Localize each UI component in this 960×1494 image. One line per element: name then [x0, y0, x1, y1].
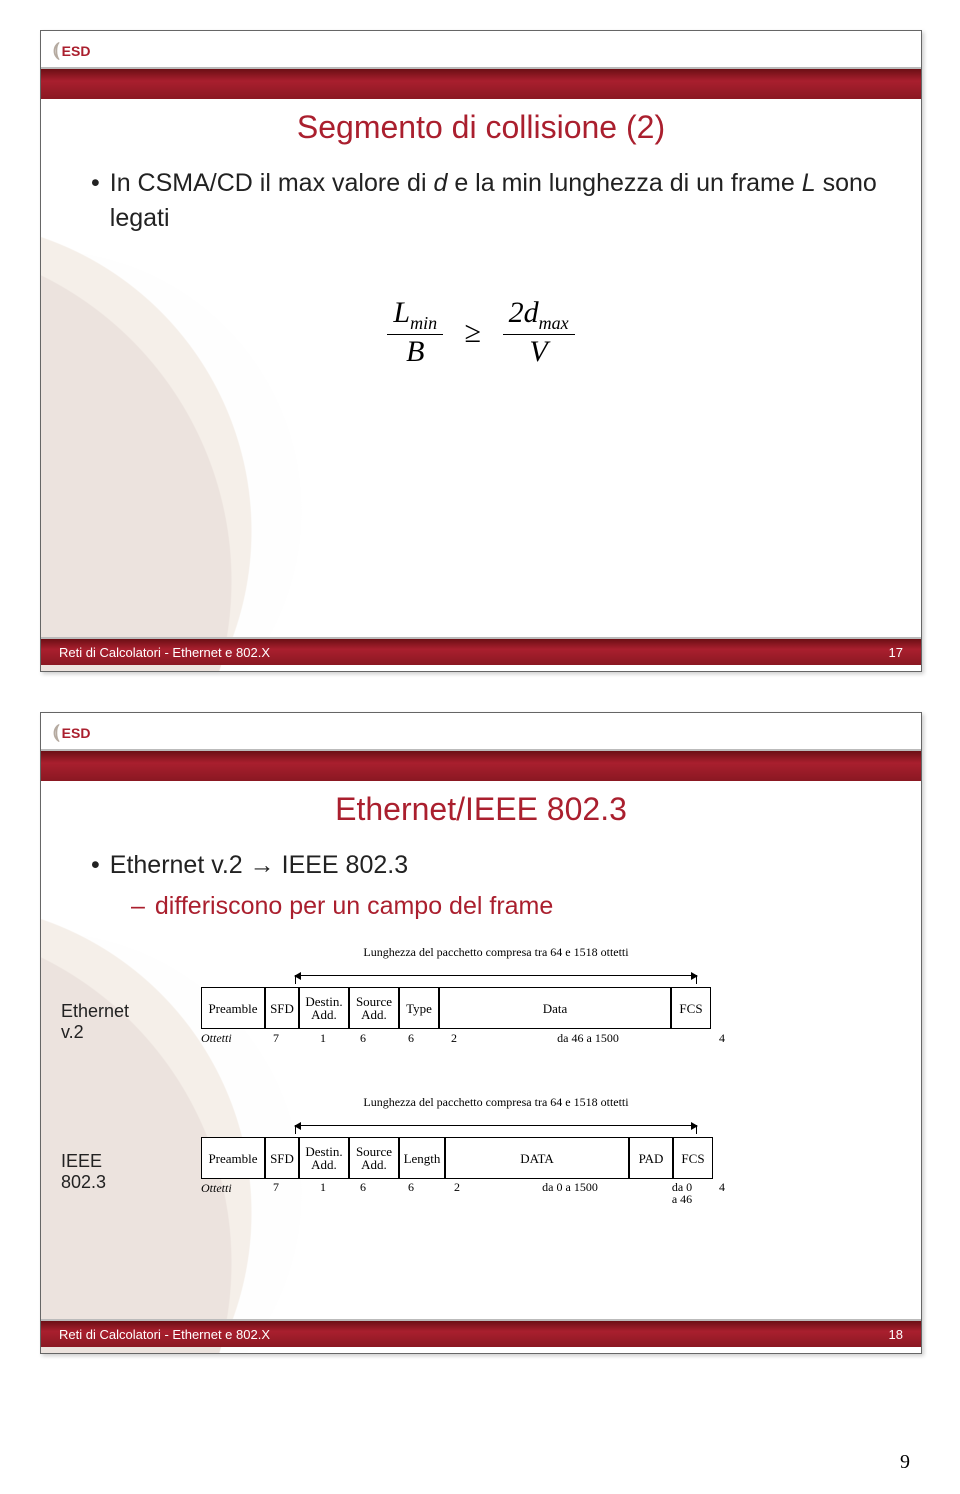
frame-cell: SFD — [265, 987, 299, 1029]
bracket-text: Lunghezza del pacchetto compresa tra 64 … — [295, 945, 697, 960]
header-bar: ⦅ESD — [41, 713, 921, 763]
arrow-right-icon: → — [250, 851, 275, 879]
footer-left: Reti di Calcolatori - Ethernet e 802.X — [59, 645, 270, 660]
var-L: L — [802, 169, 816, 197]
frame-label-ieee: IEEE 802.3 — [61, 1151, 151, 1193]
footer: Reti di Calcolatori - Ethernet e 802.X 1… — [41, 1321, 921, 1347]
octet-value: 6 — [387, 1031, 435, 1046]
octet-row: Ottetti 71662da 46 a 15004 — [201, 1031, 741, 1046]
octet-value: 4 — [703, 1031, 741, 1046]
text: differiscono per un campo del frame — [155, 889, 553, 924]
header-bar: ⦅ESD — [41, 31, 921, 81]
frame-boxes: PreambleSFDDestin.Add.SourceAdd.TypeData… — [201, 987, 741, 1029]
octet-value: 1 — [307, 1181, 339, 1205]
frame-cell: Destin.Add. — [299, 1137, 349, 1179]
frame-diagram-eth: Lunghezza del pacchetto compresa tra 64 … — [201, 961, 741, 1046]
octet-value: 6 — [339, 1181, 387, 1205]
octet-value: 7 — [245, 1031, 307, 1046]
text: IEEE 802.3 — [275, 851, 408, 879]
frame-diagram-ieee: Lunghezza del pacchetto compresa tra 64 … — [201, 1111, 741, 1205]
octet-value: 2 — [435, 1181, 479, 1205]
frame-cell: PAD — [629, 1137, 673, 1179]
slide-2: ⦅ESD Ethernet/IEEE 802.3 • Ethernet v.2 … — [40, 712, 922, 1354]
octet-value: 6 — [339, 1031, 387, 1046]
sub-bullet: – differiscono per un campo del frame — [131, 889, 881, 924]
frame-cell: Type — [399, 987, 439, 1029]
slide-content: Ethernet/IEEE 802.3 • Ethernet v.2 → IEE… — [81, 791, 881, 1313]
frame-cell: Length — [399, 1137, 445, 1179]
frame-boxes: PreambleSFDDestin.Add.SourceAdd.LengthDA… — [201, 1137, 741, 1179]
ottetti-label: Ottetti — [201, 1031, 245, 1046]
slide-title: Segmento di collisione (2) — [81, 109, 881, 146]
sub-min: min — [410, 313, 437, 333]
frame-cell: Destin.Add. — [299, 987, 349, 1029]
slide-1: ⦅ESD Segmento di collisione (2) • In CSM… — [40, 30, 922, 672]
octet-value: da 0 a 1500 — [479, 1181, 661, 1205]
frame-cell: Preamble — [201, 1137, 265, 1179]
slide-content: Segmento di collisione (2) • In CSMA/CD … — [81, 109, 881, 631]
twod: 2d — [509, 296, 539, 329]
frame-cell: Preamble — [201, 987, 265, 1029]
frame-cell: SourceAdd. — [349, 1137, 399, 1179]
V: V — [503, 335, 575, 369]
octet-value: 1 — [307, 1031, 339, 1046]
frame-cell: SourceAdd. — [349, 987, 399, 1029]
frame-cell: SFD — [265, 1137, 299, 1179]
octet-value: 4 — [703, 1181, 741, 1205]
logo: ⦅ESD — [53, 39, 90, 62]
bracket-text: Lunghezza del pacchetto compresa tra 64 … — [295, 1095, 697, 1110]
footer-right: 18 — [889, 1327, 903, 1342]
slide-title: Ethernet/IEEE 802.3 — [81, 791, 881, 828]
formula: Lmin B ≥ 2dmax V — [81, 296, 881, 369]
bullet: • In CSMA/CD il max valore di d e la min… — [91, 166, 881, 236]
footer-left: Reti di Calcolatori - Ethernet e 802.X — [59, 1327, 270, 1342]
text: e la min lunghezza di un frame — [447, 169, 801, 197]
frame-label-eth: Ethernet v.2 — [61, 1001, 151, 1043]
ottetti-label: Ottetti — [201, 1181, 245, 1205]
octet-value: 2 — [435, 1031, 473, 1046]
octet-row: Ottetti 71662da 0 a 1500da 0a 464 — [201, 1181, 741, 1205]
bracket: Lunghezza del pacchetto compresa tra 64 … — [201, 961, 741, 987]
bullet: • Ethernet v.2 → IEEE 802.3 — [91, 848, 881, 883]
bracket: Lunghezza del pacchetto compresa tra 64 … — [201, 1111, 741, 1137]
frame-cell: Data — [439, 987, 671, 1029]
logo: ⦅ESD — [53, 721, 90, 744]
octet-value: 7 — [245, 1181, 307, 1205]
octet-value: da 46 a 1500 — [473, 1031, 703, 1046]
page: ⦅ESD Segmento di collisione (2) • In CSM… — [0, 0, 960, 1494]
octet-value: 6 — [387, 1181, 435, 1205]
var-d: d — [433, 169, 447, 197]
text: In CSMA/CD il max valore di — [110, 169, 434, 197]
ge: ≥ — [465, 316, 481, 350]
B: B — [387, 335, 443, 369]
text: Ethernet v.2 — [110, 851, 250, 879]
frame-cell: FCS — [671, 987, 711, 1029]
footer-right: 17 — [889, 645, 903, 660]
page-number: 9 — [900, 1451, 910, 1474]
L: L — [393, 296, 410, 329]
sub-max: max — [539, 313, 569, 333]
octets: 71662da 0 a 1500da 0a 464 — [245, 1181, 741, 1205]
footer: Reti di Calcolatori - Ethernet e 802.X 1… — [41, 639, 921, 665]
octet-value: da 0a 46 — [661, 1181, 703, 1205]
frame-cell: DATA — [445, 1137, 629, 1179]
octets: 71662da 46 a 15004 — [245, 1031, 741, 1046]
frame-cell: FCS — [673, 1137, 713, 1179]
